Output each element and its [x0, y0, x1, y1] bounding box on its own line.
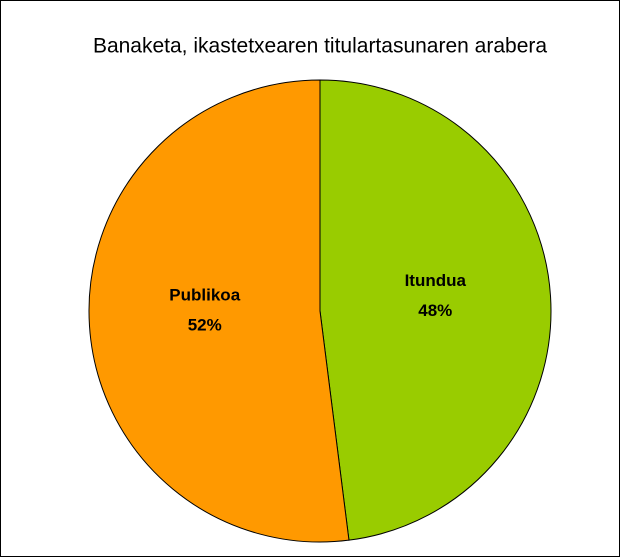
pie-slice [319, 79, 552, 541]
slice-label: Itundua [405, 271, 467, 290]
chart-title: Banaketa, ikastetxearen titulartasunaren… [93, 35, 547, 58]
slice-value-label: 52% [188, 316, 222, 335]
pie-slice [88, 79, 350, 543]
slice-label: Publikoa [169, 286, 240, 305]
slice-value-label: 48% [418, 301, 452, 320]
